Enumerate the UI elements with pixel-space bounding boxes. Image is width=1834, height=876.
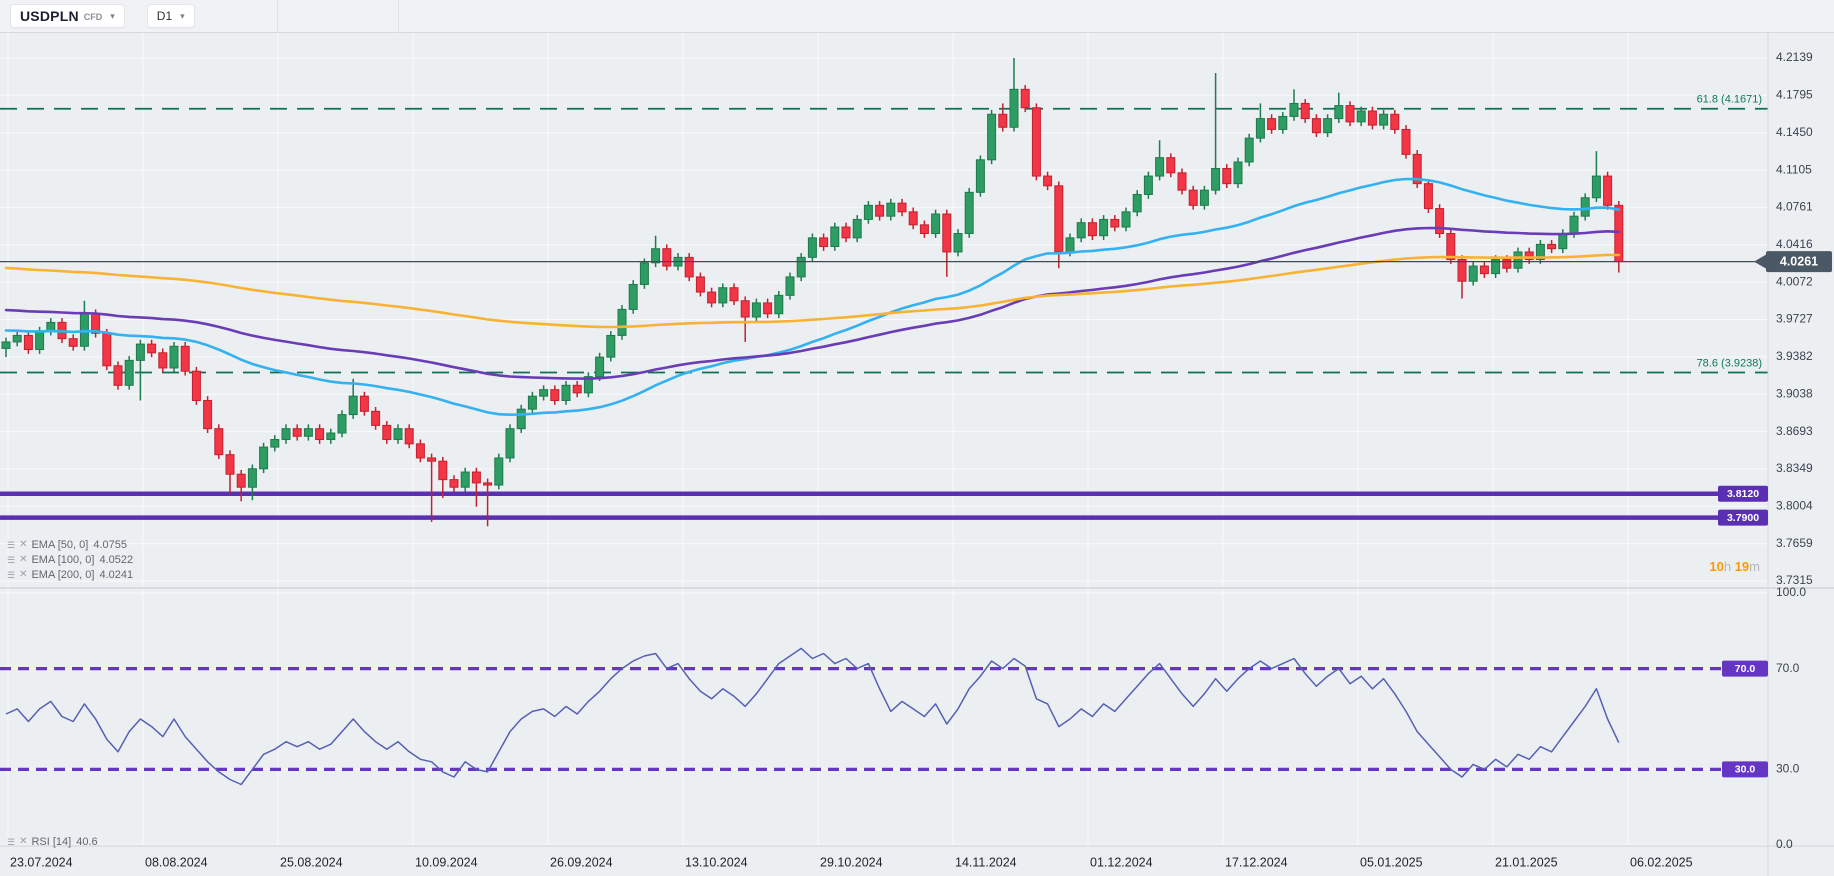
candle-countdown: 10h 19m (1709, 559, 1760, 574)
close-icon[interactable]: ✕ (19, 835, 28, 847)
svg-text:13.10.2024: 13.10.2024 (685, 855, 748, 869)
chevron-down-icon: ▾ (180, 10, 185, 21)
rsi-legend-label: RSI [14] (31, 835, 72, 848)
interval-button[interactable]: D1 ▾ (146, 4, 195, 28)
svg-text:4.0261: 4.0261 (1780, 254, 1818, 268)
fib-retracement-lines: 61.8 (4.1671) 78.6 (3.9238) (0, 94, 1768, 374)
svg-text:3.8120: 3.8120 (1727, 488, 1759, 500)
rsi-legend-value: 40.6 (76, 835, 98, 848)
svg-text:3.9727: 3.9727 (1776, 312, 1813, 326)
svg-text:70.0: 70.0 (1735, 663, 1756, 675)
svg-text:17.12.2024: 17.12.2024 (1225, 855, 1288, 869)
countdown-hours: 10 (1709, 559, 1724, 574)
svg-text:26.09.2024: 26.09.2024 (550, 855, 613, 869)
svg-text:0.0: 0.0 (1776, 837, 1793, 851)
legend-row-ema200: ☰ ✕ EMA [200, 0] 4.0241 (7, 567, 133, 582)
svg-text:3.7315: 3.7315 (1776, 573, 1813, 587)
price-pane-legend: ☰ ✕ EMA [50, 0] 4.0755 ☰ ✕ EMA [100, 0] … (7, 537, 133, 582)
svg-text:4.2139: 4.2139 (1776, 50, 1813, 64)
ema200-legend-value: 4.0241 (99, 568, 134, 581)
svg-text:4.0072: 4.0072 (1776, 274, 1813, 288)
legend-row-ema50: ☰ ✕ EMA [50, 0] 4.0755 (7, 537, 133, 552)
rsi-pane-legend: ☰ ✕ RSI [14] 40.6 (7, 834, 98, 849)
svg-text:29.10.2024: 29.10.2024 (820, 855, 883, 869)
svg-text:4.0761: 4.0761 (1776, 200, 1813, 214)
svg-text:3.7900: 3.7900 (1727, 512, 1759, 524)
svg-text:08.08.2024: 08.08.2024 (145, 855, 208, 869)
toolbar: USDPLN CFD ▾ D1 ▾ (0, 0, 1834, 33)
close-icon[interactable]: ✕ (19, 538, 28, 550)
close-icon[interactable]: ✕ (19, 553, 28, 565)
time-axis[interactable]: 23.07.2024 08.08.2024 25.08.2024 10.09.2024… (10, 855, 1693, 869)
ema100-line (4, 226, 1621, 380)
svg-text:14.11.2024: 14.11.2024 (955, 855, 1017, 869)
svg-text:23.07.2024: 23.07.2024 (10, 855, 73, 869)
countdown-hours-unit: h (1723, 559, 1732, 574)
menu-icon[interactable]: ☰ (7, 569, 16, 580)
symbol-button[interactable]: USDPLN CFD ▾ (10, 4, 125, 28)
grid-lines (0, 33, 1768, 846)
svg-text:4.1105: 4.1105 (1776, 162, 1812, 176)
toolbar-separator (398, 0, 399, 33)
svg-text:100.0: 100.0 (1776, 585, 1806, 599)
last-price-badge: 4.0261 (1754, 251, 1832, 273)
symbol-label: USDPLN (20, 8, 79, 24)
legend-row-rsi: ☰ ✕ RSI [14] 40.6 (7, 834, 98, 849)
rsi-level-lines (0, 666, 1768, 772)
svg-text:3.9382: 3.9382 (1776, 349, 1813, 363)
svg-text:05.01.2025: 05.01.2025 (1360, 855, 1423, 869)
ema100-legend-label: EMA [100, 0] (31, 553, 95, 566)
svg-text:3.7659: 3.7659 (1776, 536, 1813, 550)
close-icon[interactable]: ✕ (19, 568, 28, 580)
ema200-legend-label: EMA [200, 0] (31, 568, 95, 581)
legend-row-ema100: ☰ ✕ EMA [100, 0] 4.0522 (7, 552, 133, 567)
interval-label: D1 (156, 9, 173, 23)
toolbar-separator (277, 0, 278, 33)
ema50-legend-label: EMA [50, 0] (31, 538, 89, 551)
svg-text:70.0: 70.0 (1776, 661, 1800, 675)
chevron-down-icon: ▾ (110, 10, 115, 21)
pane-separators (0, 33, 1834, 876)
menu-icon[interactable]: ☰ (7, 554, 16, 565)
menu-icon[interactable]: ☰ (7, 539, 16, 550)
svg-text:01.12.2024: 01.12.2024 (1090, 855, 1153, 869)
svg-text:21.01.2025: 21.01.2025 (1495, 855, 1558, 869)
svg-text:4.0416: 4.0416 (1776, 237, 1813, 251)
svg-text:78.6 (3.9238): 78.6 (3.9238) (1697, 357, 1762, 369)
ema100-legend-value: 4.0522 (99, 553, 134, 566)
svg-text:4.1795: 4.1795 (1776, 87, 1813, 101)
svg-text:06.02.2025: 06.02.2025 (1630, 855, 1693, 869)
svg-text:61.8 (4.1671): 61.8 (4.1671) (1697, 94, 1762, 106)
ema200-line (4, 253, 1621, 329)
rsi-line (5, 647, 1620, 786)
support-lines (0, 491, 1768, 520)
countdown-minutes-unit: m (1749, 559, 1760, 574)
svg-text:3.9038: 3.9038 (1776, 386, 1813, 400)
svg-text:10.09.2024: 10.09.2024 (415, 855, 478, 869)
countdown-minutes: 19 (1734, 559, 1750, 574)
svg-text:3.8349: 3.8349 (1776, 461, 1813, 475)
symbol-type-label: CFD (83, 12, 103, 22)
menu-icon[interactable]: ☰ (7, 836, 16, 847)
ema50-line (4, 177, 1621, 417)
candles-layer (1, 58, 1624, 527)
svg-text:30.0: 30.0 (1776, 762, 1800, 776)
support-level-badges: 3.8120 3.7900 70.0 30.0 (1718, 485, 1768, 778)
svg-text:4.1450: 4.1450 (1776, 125, 1813, 139)
svg-text:3.8693: 3.8693 (1776, 424, 1813, 438)
price-axis[interactable]: 4.2139 4.1795 4.1450 4.1105 4.0761 4.0416 4.00… (1776, 50, 1813, 851)
ema50-legend-value: 4.0755 (93, 538, 127, 551)
svg-text:3.8004: 3.8004 (1776, 498, 1813, 512)
svg-text:25.08.2024: 25.08.2024 (280, 855, 343, 869)
svg-text:30.0: 30.0 (1735, 764, 1756, 776)
